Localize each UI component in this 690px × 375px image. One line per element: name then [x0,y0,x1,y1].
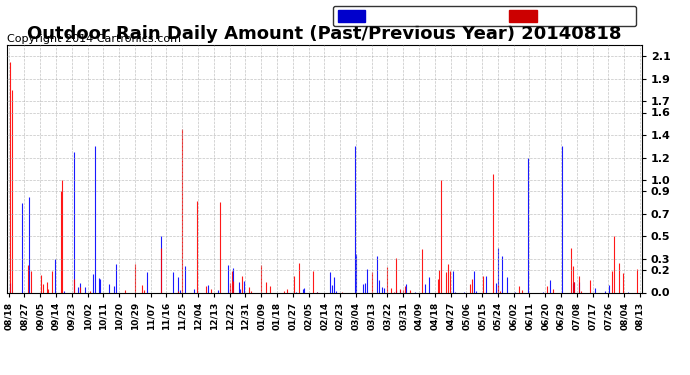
Legend: Previous  (Inches), Past  (Inches): Previous (Inches), Past (Inches) [333,6,636,26]
Title: Outdoor Rain Daily Amount (Past/Previous Year) 20140818: Outdoor Rain Daily Amount (Past/Previous… [27,26,622,44]
Text: Copyright 2014 Cartronics.com: Copyright 2014 Cartronics.com [7,34,181,44]
